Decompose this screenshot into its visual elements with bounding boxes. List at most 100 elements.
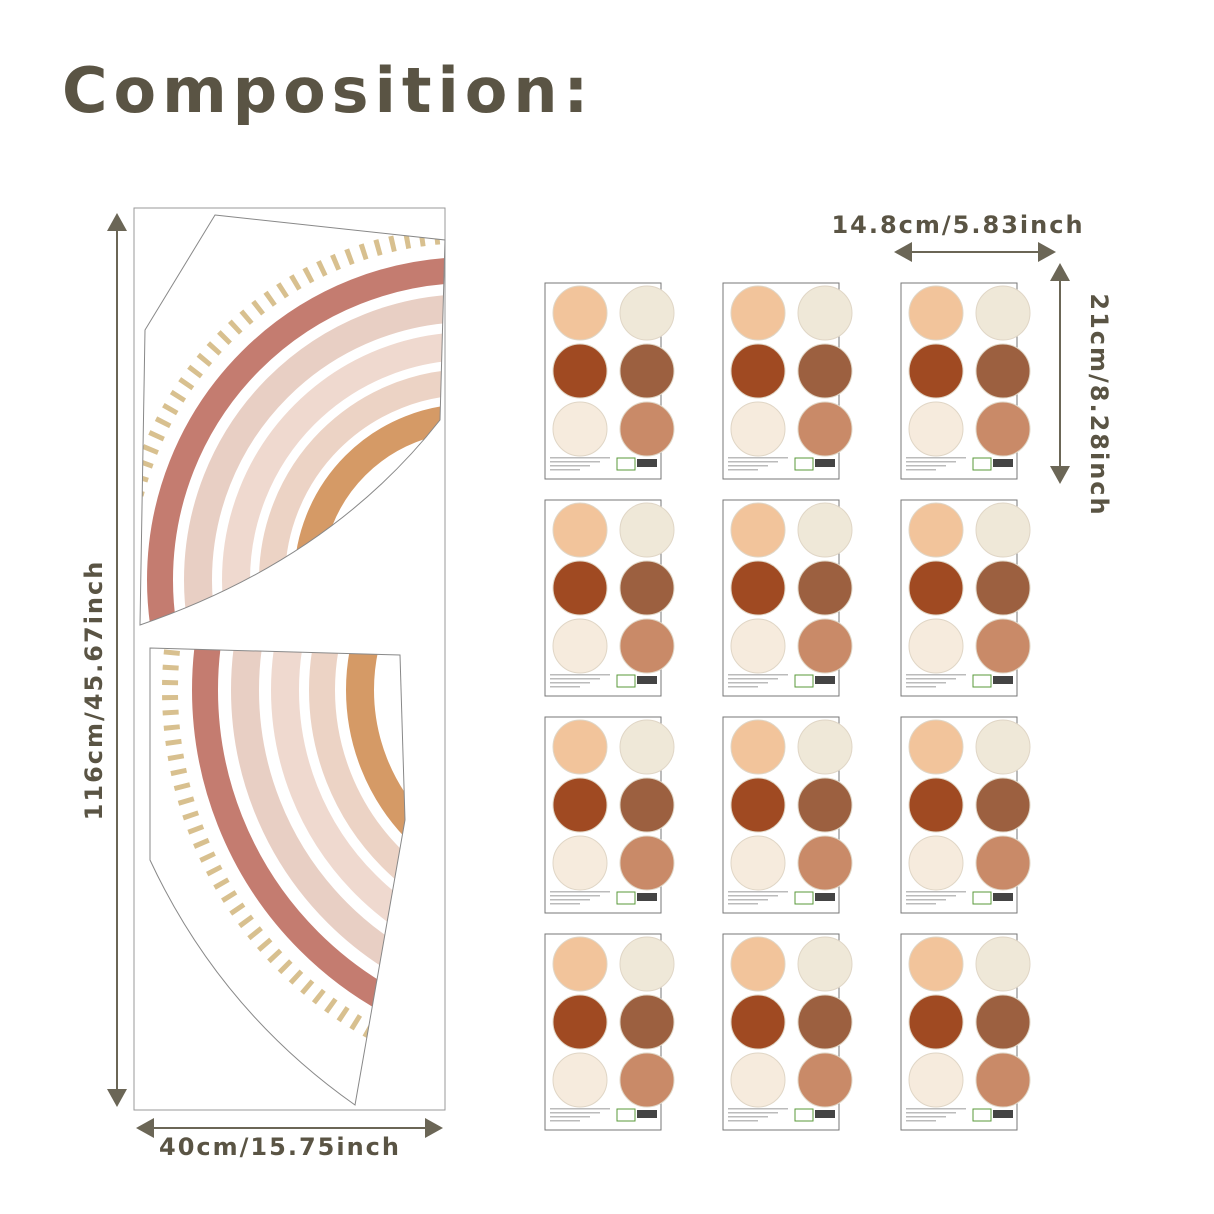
sticker-dot: [619, 1052, 675, 1108]
sticker-dot: [730, 502, 786, 558]
sheet-height-label: 21cm/8.28inch: [1085, 293, 1113, 516]
fine-print: [906, 461, 956, 463]
sticker-dot: [975, 343, 1031, 399]
sticker-dot: [908, 835, 964, 891]
sticker-dot: [797, 618, 853, 674]
sticker-dot: [975, 618, 1031, 674]
sticker-dot: [797, 1052, 853, 1108]
sticker-dot: [552, 936, 608, 992]
sticker-dot: [730, 777, 786, 833]
sticker-dot: [552, 401, 608, 457]
sticker-dot: [619, 994, 675, 1050]
fine-print: [550, 899, 590, 901]
fine-print: [550, 678, 600, 680]
sticker-dot: [619, 560, 675, 616]
fine-print: [728, 465, 768, 467]
sticker-dot: [908, 502, 964, 558]
sticker-dot: [797, 343, 853, 399]
fine-print: [906, 899, 946, 901]
fine-print: [728, 1120, 758, 1122]
sticker-dot: [908, 401, 964, 457]
fine-print: [906, 1120, 936, 1122]
sticker-dot: [975, 401, 1031, 457]
fine-print: [550, 1108, 610, 1110]
fine-print: [906, 903, 936, 905]
barcode: [815, 676, 835, 684]
sticker-dot: [552, 343, 608, 399]
sticker-dot: [730, 994, 786, 1050]
sticker-dot: [975, 560, 1031, 616]
fine-print: [906, 1116, 946, 1118]
panel-width-label: 40cm/15.75inch: [159, 1133, 401, 1161]
sticker-dot: [797, 994, 853, 1050]
sticker-dot: [908, 618, 964, 674]
sticker-dot: [797, 401, 853, 457]
sticker-dot: [730, 835, 786, 891]
sticker-dot: [908, 1052, 964, 1108]
sticker-dot: [552, 835, 608, 891]
logo: [616, 1108, 636, 1122]
fine-print: [906, 1112, 956, 1114]
sticker-dot: [797, 936, 853, 992]
fine-print: [550, 1120, 580, 1122]
fine-print: [550, 903, 580, 905]
fine-print: [550, 686, 580, 688]
sheets: [544, 282, 1031, 1131]
logo: [794, 674, 814, 688]
sticker-dot: [908, 560, 964, 616]
sticker-dot: [730, 618, 786, 674]
barcode: [993, 459, 1013, 467]
logo: [616, 891, 636, 905]
sticker-dot: [797, 285, 853, 341]
sticker-dot: [908, 719, 964, 775]
sticker-dot: [975, 285, 1031, 341]
fine-print: [728, 678, 778, 680]
sticker-dot: [619, 835, 675, 891]
sticker-dot: [908, 285, 964, 341]
fine-print: [728, 899, 768, 901]
fine-print: [728, 461, 778, 463]
sticker-dot: [975, 835, 1031, 891]
fine-print: [728, 1108, 788, 1110]
fine-print: [906, 686, 936, 688]
fine-print: [906, 674, 966, 676]
rainbow-bottom: [162, 648, 405, 1088]
fine-print: [550, 465, 590, 467]
sticker-dot: [619, 401, 675, 457]
barcode: [993, 676, 1013, 684]
fine-print: [728, 895, 778, 897]
sticker-dot: [730, 560, 786, 616]
fine-print: [906, 457, 966, 459]
sticker-dot: [975, 719, 1031, 775]
fine-print: [728, 891, 788, 893]
sticker-dot: [797, 719, 853, 775]
sticker-dot: [552, 719, 608, 775]
sticker-dot: [619, 936, 675, 992]
barcode: [815, 893, 835, 901]
sticker-dot: [975, 777, 1031, 833]
sticker-dot: [975, 502, 1031, 558]
logo: [794, 1108, 814, 1122]
sticker-dot: [797, 502, 853, 558]
barcode: [637, 1110, 657, 1118]
fine-print: [728, 674, 788, 676]
fine-print: [906, 678, 956, 680]
fine-print: [550, 674, 610, 676]
sheet-width-label: 14.8cm/5.83inch: [831, 211, 1084, 239]
fine-print: [550, 1112, 600, 1114]
fine-print: [550, 457, 610, 459]
fine-print: [728, 1112, 778, 1114]
barcode: [637, 893, 657, 901]
fine-print: [550, 1116, 590, 1118]
sticker-dot: [730, 401, 786, 457]
sticker-dot: [619, 719, 675, 775]
sticker-dot: [552, 618, 608, 674]
fine-print: [906, 469, 936, 471]
sticker-dot: [619, 343, 675, 399]
barcode: [993, 893, 1013, 901]
sticker-dot: [797, 835, 853, 891]
sticker-dot: [730, 936, 786, 992]
fine-print: [906, 895, 956, 897]
